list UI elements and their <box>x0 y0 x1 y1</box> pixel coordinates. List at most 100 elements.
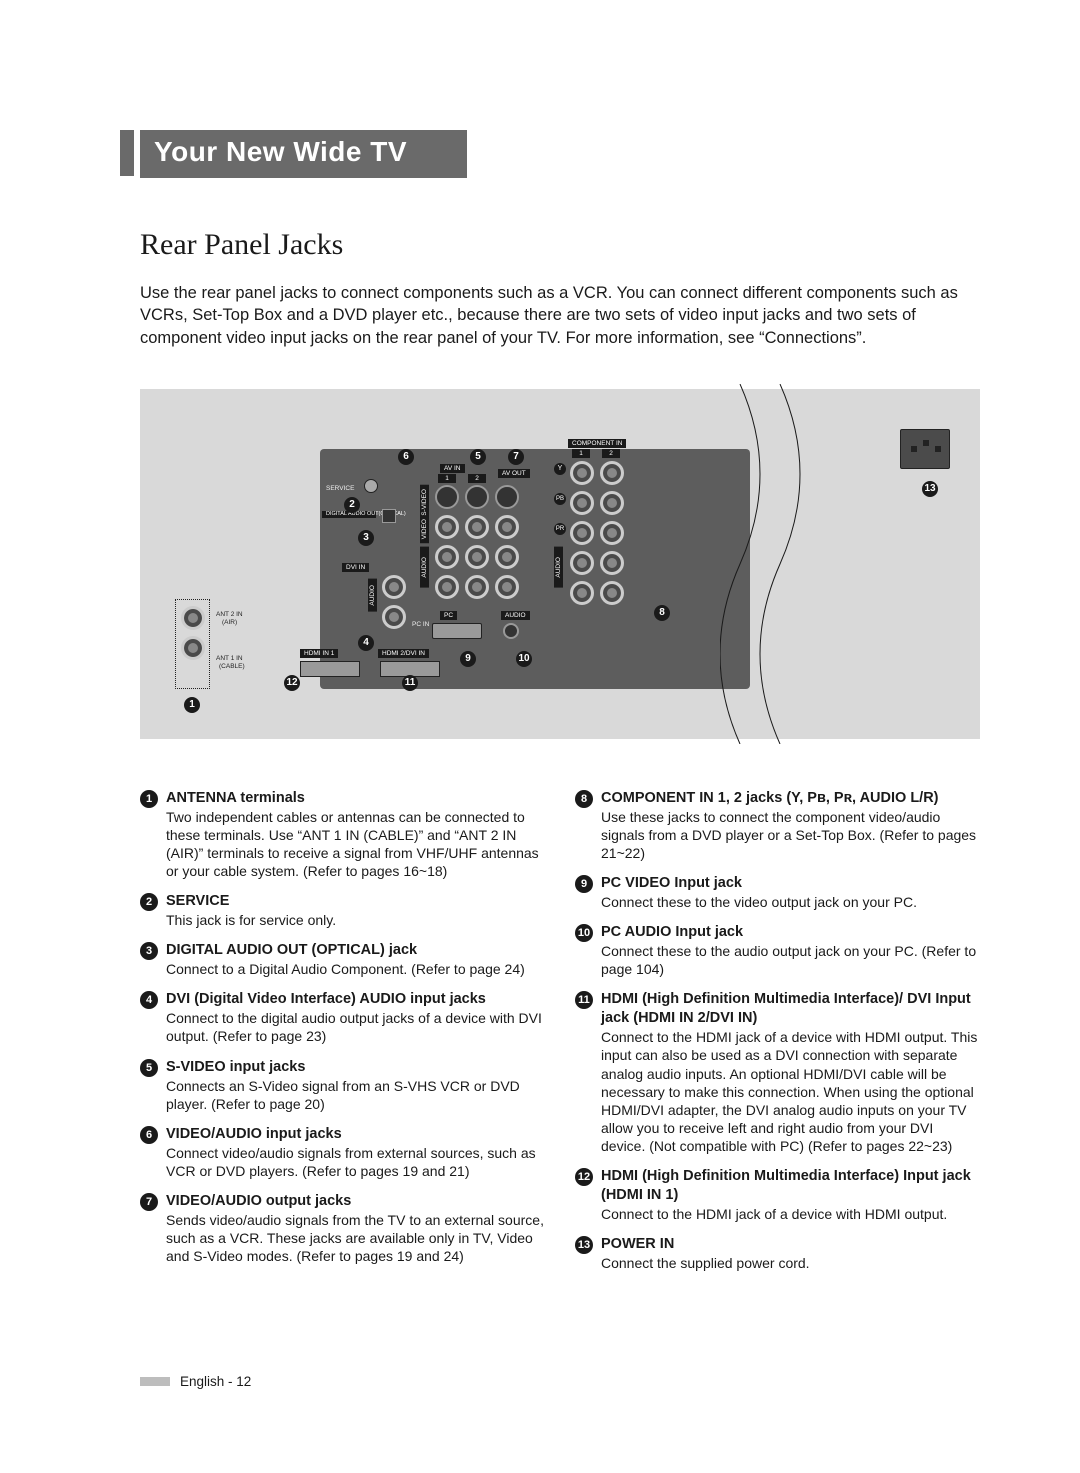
item-description: Connect to the HDMI jack of a device wit… <box>601 1028 980 1155</box>
item-description: Connect these to the audio output jack o… <box>601 942 980 978</box>
item-description: Use these jacks to connect the component… <box>601 808 980 863</box>
dvi-in-label: DVI IN <box>342 563 369 572</box>
jack <box>495 515 519 539</box>
section-intro: Use the rear panel jacks to connect comp… <box>140 282 980 349</box>
jack <box>570 461 594 485</box>
jack <box>570 521 594 545</box>
item-description: Sends video/audio signals from the TV to… <box>166 1211 545 1266</box>
description-item: 10PC AUDIO Input jackConnect these to th… <box>575 923 980 978</box>
item-title: HDMI (High Definition Multimedia Interfa… <box>601 1167 980 1205</box>
bullet-number: 7 <box>140 1193 158 1211</box>
item-title: SERVICE <box>166 892 545 911</box>
panel-break-curve <box>720 384 860 744</box>
description-item: 8 COMPONENT IN 1, 2 jacks (Y, Pʙ, Pʀ, AUD… <box>575 789 980 862</box>
svideo-jack <box>495 485 519 509</box>
antenna-box <box>175 599 210 689</box>
item-body: HDMI (High Definition Multimedia Interfa… <box>601 1167 980 1223</box>
pc-port <box>432 623 482 639</box>
description-item: 1ANTENNA terminalsTwo independent cables… <box>140 789 545 881</box>
item-description: Connect the supplied power cord. <box>601 1254 980 1272</box>
item-body: S-VIDEO input jacksConnects an S-Video s… <box>166 1058 545 1113</box>
callout-13: 13 <box>922 481 938 497</box>
item-title: POWER IN <box>601 1235 980 1254</box>
item-title: VIDEO/AUDIO input jacks <box>166 1125 545 1144</box>
item-title: DIGITAL AUDIO OUT (OPTICAL) jack <box>166 941 545 960</box>
description-item: 2 SERVICEThis jack is for service only. <box>140 892 545 929</box>
item-title: ANTENNA terminals <box>166 789 545 808</box>
bullet-number: 10 <box>575 924 593 942</box>
jack <box>600 581 624 605</box>
bullet-number: 12 <box>575 1168 593 1186</box>
item-body: VIDEO/AUDIO input jacksConnect video/aud… <box>166 1125 545 1180</box>
description-item: 9 PC VIDEO Input jackConnect these to the… <box>575 874 980 911</box>
bullet-number: 6 <box>140 1126 158 1144</box>
bullet-number: 13 <box>575 1236 593 1254</box>
hdmi1-port <box>300 661 360 677</box>
bullet-number: 2 <box>140 893 158 911</box>
callout-4: 4 <box>358 635 374 651</box>
jack <box>600 551 624 575</box>
bullet-number: 9 <box>575 875 593 893</box>
ant2-jack <box>181 606 205 630</box>
item-title: HDMI (High Definition Multimedia Interfa… <box>601 990 980 1028</box>
hdmi2-label: HDMI 2/DVI IN <box>378 649 429 658</box>
jack <box>382 605 406 629</box>
item-description: Connect to the HDMI jack of a device wit… <box>601 1205 980 1223</box>
callout-1: 1 <box>184 697 200 713</box>
item-body: DVI (Digital Video Interface) AUDIO inpu… <box>166 990 545 1045</box>
item-body: DIGITAL AUDIO OUT (OPTICAL) jackConnect … <box>166 941 545 978</box>
jack-descriptions: 1ANTENNA terminalsTwo independent cables… <box>140 789 980 1285</box>
comp1: 1 <box>572 449 590 458</box>
footer-bar <box>140 1377 170 1386</box>
item-body: HDMI (High Definition Multimedia Interfa… <box>601 990 980 1155</box>
item-body: POWER INConnect the supplied power cord. <box>601 1235 980 1272</box>
jack-panel: SERVICE DIGITAL AUDIO OUT(OPTICAL) DVI I… <box>320 449 750 689</box>
description-item: 12 HDMI (High Definition Multimedia Inter… <box>575 1167 980 1223</box>
item-body: PC VIDEO Input jackConnect these to the … <box>601 874 980 911</box>
audio-v-label2: AUDIO <box>420 547 429 588</box>
left-column: 1ANTENNA terminalsTwo independent cables… <box>140 789 545 1285</box>
comp-audio-label: AUDIO <box>554 547 563 588</box>
svideo-jack <box>435 485 459 509</box>
av-audio-l-row <box>435 545 519 569</box>
item-body: ANTENNA terminalsTwo independent cables … <box>166 789 545 881</box>
video-v-label: VIDEO <box>420 515 429 543</box>
item-title: COMPONENT IN 1, 2 jacks (Y, Pʙ, Pʀ, AUDI… <box>601 789 980 808</box>
bullet-number: 3 <box>140 942 158 960</box>
section-title: Rear Panel Jacks <box>140 228 980 262</box>
item-title: VIDEO/AUDIO output jacks <box>166 1192 545 1211</box>
page-footer: English - 12 <box>140 1374 980 1389</box>
description-item: 4DVI (Digital Video Interface) AUDIO inp… <box>140 990 545 1045</box>
description-item: 13 POWER INConnect the supplied power cor… <box>575 1235 980 1272</box>
item-title: PC VIDEO Input jack <box>601 874 980 893</box>
dvi-audio-jacks <box>382 575 406 629</box>
comp2: 2 <box>602 449 620 458</box>
item-description: Connect to the digital audio output jack… <box>166 1009 545 1045</box>
item-body: VIDEO/AUDIO output jacksSends video/audi… <box>166 1192 545 1265</box>
bullet-number: 8 <box>575 790 593 808</box>
jack <box>570 491 594 515</box>
pc-in-label: PC IN <box>412 621 429 628</box>
item-body: SERVICEThis jack is for service only. <box>166 892 545 929</box>
audio-v-label: AUDIO <box>368 579 377 612</box>
callout-10: 10 <box>516 651 532 667</box>
callout-11: 11 <box>402 675 418 691</box>
jack <box>570 581 594 605</box>
y-label: Y <box>554 463 566 475</box>
jack <box>465 515 489 539</box>
jack <box>465 545 489 569</box>
description-item: 3 DIGITAL AUDIO OUT (OPTICAL) jackConnect… <box>140 941 545 978</box>
callout-9: 9 <box>460 651 476 667</box>
svideo-jack <box>465 485 489 509</box>
pc-audio-jack <box>503 623 519 639</box>
jack <box>600 461 624 485</box>
right-column: 8 COMPONENT IN 1, 2 jacks (Y, Pʙ, Pʀ, AUD… <box>575 789 980 1285</box>
jack <box>495 545 519 569</box>
hdmi1-label: HDMI IN 1 <box>300 649 338 658</box>
avout-label: AV OUT <box>498 469 530 478</box>
service-label: SERVICE <box>326 485 354 492</box>
item-title: S-VIDEO input jacks <box>166 1058 545 1077</box>
callout-6: 6 <box>398 449 414 465</box>
pb-label: PB <box>554 493 566 505</box>
ant2-label: ANT 2 IN <box>216 611 243 618</box>
